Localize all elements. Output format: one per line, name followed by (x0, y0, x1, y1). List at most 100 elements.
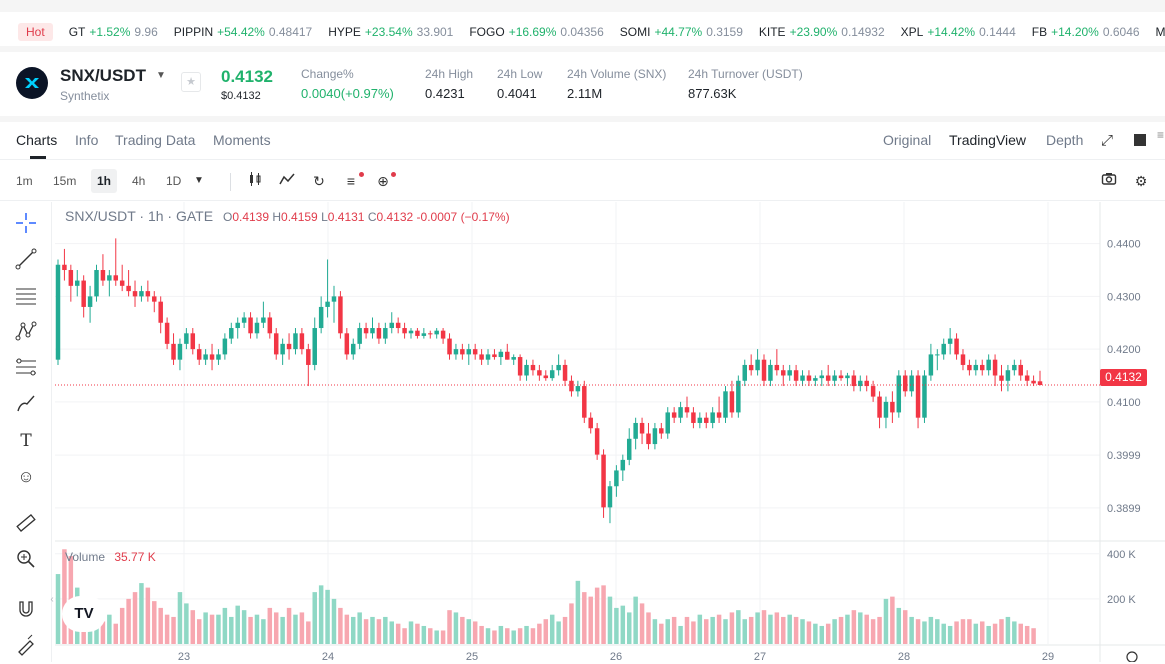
candle-body (453, 349, 459, 355)
candle-body (601, 454, 606, 508)
timeframe-1m[interactable]: 1m (16, 174, 33, 188)
hot-badge[interactable]: Hot (18, 23, 53, 41)
volume-bar (505, 628, 510, 644)
candle-body (1005, 370, 1011, 381)
tab-depth[interactable]: Depth (1046, 132, 1084, 148)
tab-info[interactable]: Info (75, 132, 99, 148)
ticker-item[interactable]: MON (1156, 25, 1165, 39)
replay-icon[interactable]: ↻ (313, 173, 325, 189)
zoom-in-icon[interactable] (13, 548, 39, 574)
horizontal-lines-icon[interactable] (13, 284, 39, 310)
candle-body (81, 280, 86, 307)
tab-charts[interactable]: Charts (16, 132, 58, 159)
tradingview-logo[interactable]: TV (62, 596, 106, 632)
fib-retracement-icon[interactable] (13, 356, 39, 382)
stat-value: 877.63K (688, 86, 737, 101)
volume-bar (902, 610, 908, 644)
ticker-symbol: MON (1155, 25, 1165, 39)
magnet-icon[interactable] (13, 598, 39, 624)
timeframe-4h[interactable]: 4h (132, 174, 146, 188)
ticker-item[interactable]: SOMI +44.77% 0.3159 (620, 25, 743, 39)
ticker-item[interactable]: HYPE +23.54% 33.901 (328, 25, 453, 39)
pair-subtitle: Synthetix (60, 89, 110, 103)
candlestick-chart[interactable]: 0.4400 0.4300 0.4200 0.4100 0.3999 0.3899 400 … (55, 202, 1165, 662)
favorite-star-icon[interactable]: ★ (181, 72, 201, 92)
volume-bar (293, 614, 298, 644)
tab-trading-data[interactable]: Trading Data (115, 132, 196, 148)
volume-bar (941, 623, 946, 644)
ruler-icon[interactable] (13, 512, 39, 538)
candle-body (928, 354, 934, 376)
candle-body (68, 270, 74, 286)
pattern-icon[interactable] (13, 320, 39, 346)
candle-body (267, 317, 273, 334)
candle-body (761, 359, 767, 381)
lock-drawing-icon[interactable] (13, 634, 39, 660)
volume-bar (421, 625, 427, 644)
text-tool-icon[interactable]: T (20, 431, 32, 451)
candle-body (306, 349, 311, 365)
legend-close: 0.4132 (376, 210, 414, 224)
ticker-item[interactable]: XPL +14.42% 0.1444 (901, 25, 1016, 39)
volume-bar (235, 605, 240, 644)
volume-bar (781, 616, 786, 644)
emoji-icon[interactable]: ☺ (17, 467, 35, 486)
candle-body (331, 296, 337, 302)
candle-body (428, 333, 433, 335)
volume-bar (915, 619, 921, 644)
y-tick-label: 0.3899 (1107, 503, 1141, 515)
candle-body (896, 375, 902, 413)
candle-body (241, 317, 247, 323)
legend-change: -0.0007 (−0.17%) (416, 210, 510, 224)
candle-body (537, 370, 542, 376)
templates-icon[interactable]: ≡ (346, 173, 356, 189)
tab-moments[interactable]: Moments (213, 132, 271, 148)
candle-body (460, 349, 465, 355)
collapse-toolbar-icon[interactable]: ‹ (50, 594, 54, 605)
layout-icon[interactable] (1134, 134, 1146, 146)
candle-body (684, 407, 690, 413)
timeframe-1h[interactable]: 1h (91, 169, 118, 193)
settings-gear-icon[interactable]: ⚙ (1134, 173, 1148, 189)
candle-body (472, 349, 478, 355)
candle-type-icon[interactable] (245, 171, 265, 191)
ticker-item[interactable]: GT +1.52% 9.96 (69, 25, 158, 39)
volume-bar (261, 619, 266, 644)
timeframe-dropdown-icon[interactable]: ▼ (194, 175, 204, 186)
stat-value: 0.4231 (425, 86, 465, 101)
volume-bar (363, 619, 369, 644)
pair-dropdown-icon[interactable]: ▼ (156, 70, 166, 81)
volume-bar (190, 610, 196, 644)
crosshair-icon[interactable] (13, 212, 39, 238)
tab-original[interactable]: Original (883, 132, 932, 148)
candle-body (825, 375, 831, 381)
candle-body (350, 343, 356, 355)
volume-bar (825, 623, 831, 644)
camera-icon[interactable] (1099, 171, 1119, 191)
chart-settings-icon (1126, 651, 1138, 662)
volume-bar (530, 628, 536, 644)
y-tick-label: 0.3999 (1107, 450, 1141, 462)
brush-icon[interactable] (13, 392, 39, 418)
volume-bar (1012, 621, 1017, 644)
ticker-item[interactable]: PIPPIN +54.42% 0.48417 (174, 25, 312, 39)
candle-body (107, 275, 112, 281)
ticker-item[interactable]: KITE +23.90% 0.14932 (759, 25, 885, 39)
add-indicator-icon[interactable]: ⊕ (377, 173, 389, 189)
indicators-icon[interactable] (277, 171, 297, 191)
ticker-item[interactable]: FB +14.20% 0.6046 (1032, 25, 1140, 39)
timeframe-15m[interactable]: 15m (53, 174, 77, 188)
tab-tradingview[interactable]: TradingView (949, 132, 1027, 148)
candle-body (755, 359, 760, 371)
pair-title[interactable]: SNX/USDT (60, 66, 146, 85)
expand-icon[interactable]: ⤢ (1101, 132, 1114, 149)
legend-c-label: C (367, 210, 377, 224)
more-icon[interactable]: ≡ (1157, 128, 1165, 142)
timeframe-1d[interactable]: 1D (166, 174, 182, 188)
x-tick-label: 24 (322, 651, 334, 662)
ticker-item[interactable]: FOGO +16.69% 0.04356 (469, 25, 603, 39)
volume-bar (960, 619, 966, 644)
volume-bar (1018, 623, 1023, 644)
trend-line-icon[interactable] (13, 248, 39, 274)
ticker-symbol: FB (1031, 25, 1048, 39)
